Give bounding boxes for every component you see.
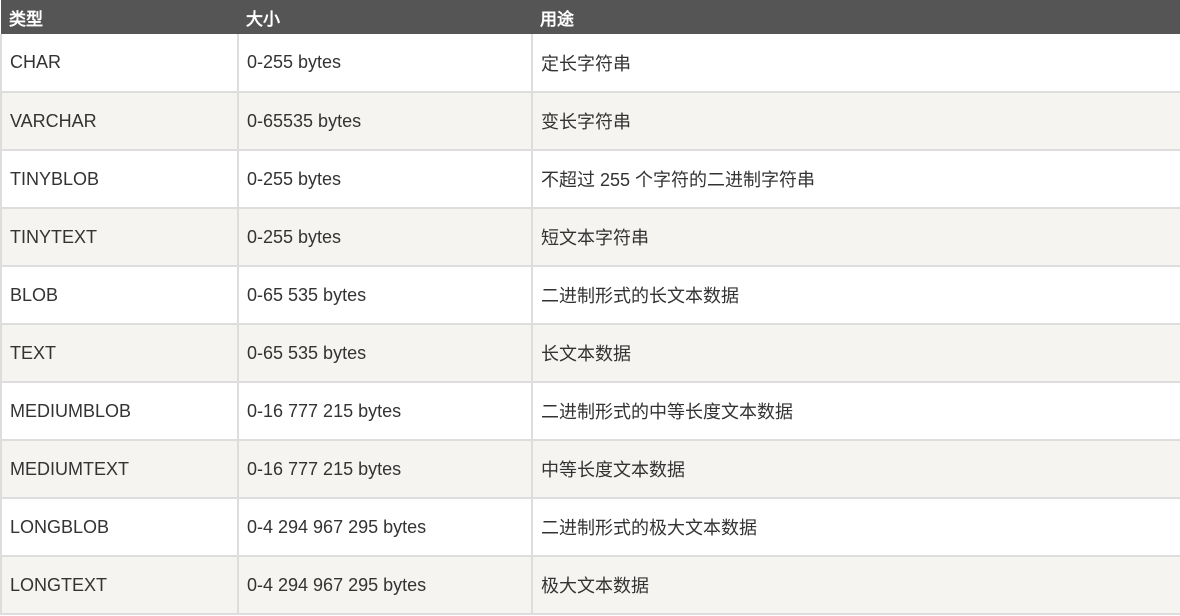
table-row: TEXT 0-65 535 bytes 长文本数据 xyxy=(0,324,1180,383)
usage-cell: 二进制形式的极大文本数据 xyxy=(531,498,1180,557)
table-row: LONGBLOB 0-4 294 967 295 bytes 二进制形式的极大文本数… xyxy=(0,498,1180,557)
table-row: MEDIUMBLOB 0-16 777 215 bytes 二进制形式的中等长度文本… xyxy=(0,382,1180,441)
header-usage: 用途 xyxy=(532,0,1180,34)
usage-cell: 定长字符串 xyxy=(531,34,1180,93)
usage-cell: 变长字符串 xyxy=(531,92,1180,151)
size-cell: 0-65535 bytes xyxy=(237,92,533,151)
type-cell: TINYBLOB xyxy=(0,150,239,209)
type-cell: TEXT xyxy=(0,324,239,383)
usage-cell: 极大文本数据 xyxy=(531,556,1180,615)
table-row: VARCHAR 0-65535 bytes 变长字符串 xyxy=(0,92,1180,151)
header-row: 类型 大小 用途 xyxy=(1,0,1180,34)
type-cell: MEDIUMBLOB xyxy=(0,382,239,441)
type-cell: LONGBLOB xyxy=(0,498,239,557)
usage-cell: 中等长度文本数据 xyxy=(531,440,1180,499)
size-cell: 0-255 bytes xyxy=(237,150,533,209)
type-cell: CHAR xyxy=(0,34,239,93)
type-cell: BLOB xyxy=(0,266,239,325)
type-cell: TINYTEXT xyxy=(0,208,239,267)
size-cell: 0-65 535 bytes xyxy=(237,266,533,325)
header-size: 大小 xyxy=(238,0,532,34)
type-cell: MEDIUMTEXT xyxy=(0,440,239,499)
table-row: TINYTEXT 0-255 bytes 短文本字符串 xyxy=(0,208,1180,267)
type-cell: LONGTEXT xyxy=(0,556,239,615)
usage-cell: 不超过 255 个字符的二进制字符串 xyxy=(531,150,1180,209)
usage-cell: 二进制形式的中等长度文本数据 xyxy=(531,382,1180,441)
size-cell: 0-4 294 967 295 bytes xyxy=(237,556,533,615)
usage-cell: 短文本字符串 xyxy=(531,208,1180,267)
size-cell: 0-255 bytes xyxy=(237,34,533,93)
type-cell: VARCHAR xyxy=(0,92,239,151)
size-cell: 0-255 bytes xyxy=(237,208,533,267)
usage-cell: 二进制形式的长文本数据 xyxy=(531,266,1180,325)
usage-cell: 长文本数据 xyxy=(531,324,1180,383)
table-row: MEDIUMTEXT 0-16 777 215 bytes 中等长度文本数据 xyxy=(0,440,1180,499)
table-row: LONGTEXT 0-4 294 967 295 bytes 极大文本数据 xyxy=(0,556,1180,615)
size-cell: 0-16 777 215 bytes xyxy=(237,440,533,499)
header-type: 类型 xyxy=(1,0,238,34)
size-cell: 0-4 294 967 295 bytes xyxy=(237,498,533,557)
size-cell: 0-16 777 215 bytes xyxy=(237,382,533,441)
table-row: CHAR 0-255 bytes 定长字符串 xyxy=(0,34,1180,93)
table-row: BLOB 0-65 535 bytes 二进制形式的长文本数据 xyxy=(0,266,1180,325)
size-cell: 0-65 535 bytes xyxy=(237,324,533,383)
table-row: TINYBLOB 0-255 bytes 不超过 255 个字符的二进制字符串 xyxy=(0,150,1180,209)
